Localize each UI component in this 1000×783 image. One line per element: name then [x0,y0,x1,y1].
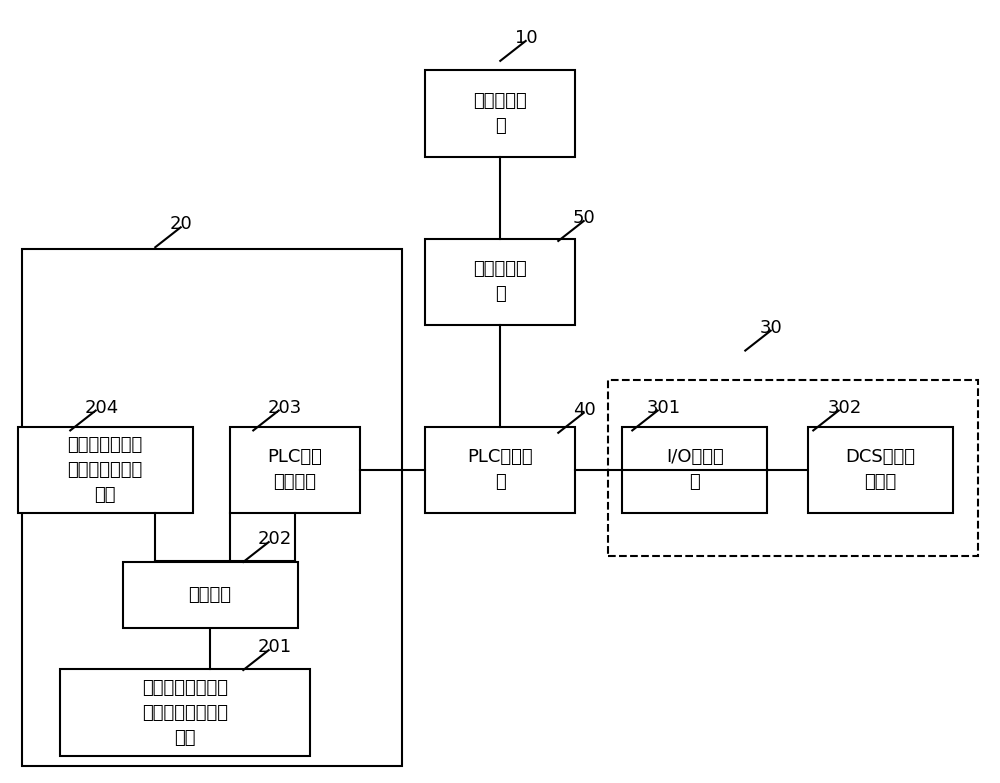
Text: PLC仿真
接口模块: PLC仿真 接口模块 [268,449,322,491]
Text: PLC接口模
块: PLC接口模 块 [467,449,533,491]
Text: 全范围模拟机工艺
系统仿真模型仿真
模块: 全范围模拟机工艺 系统仿真模型仿真 模块 [142,679,228,746]
Bar [22,249,402,766]
Text: 20: 20 [170,215,193,233]
Bar [425,70,575,157]
Text: 302: 302 [828,399,862,417]
Text: 202: 202 [258,530,292,548]
Bar [425,239,575,325]
Bar [230,427,360,513]
Text: 50: 50 [573,209,596,227]
Text: 接口通讯模
块: 接口通讯模 块 [473,261,527,303]
Text: 301: 301 [647,399,681,417]
Text: DCS改造验
证模块: DCS改造验 证模块 [845,449,915,491]
Text: 全范围模拟机仪
控仿真模型仿真
模块: 全范围模拟机仪 控仿真模型仿真 模块 [67,436,143,503]
Text: 30: 30 [760,319,783,337]
Bar [425,427,575,513]
Bar [608,380,978,556]
Bar [60,669,310,756]
Text: 203: 203 [268,399,302,417]
Text: I/O接口模
块: I/O接口模 块 [666,449,724,491]
Text: 40: 40 [573,401,596,419]
Bar [18,427,192,513]
Bar [808,427,952,513]
Text: 204: 204 [85,399,119,417]
Text: 切换模块: 切换模块 [188,586,232,604]
Text: 201: 201 [258,638,292,656]
Bar [122,562,298,628]
Text: 10: 10 [515,29,538,47]
Text: 操作显示终
端: 操作显示终 端 [473,92,527,135]
Bar [622,427,767,513]
